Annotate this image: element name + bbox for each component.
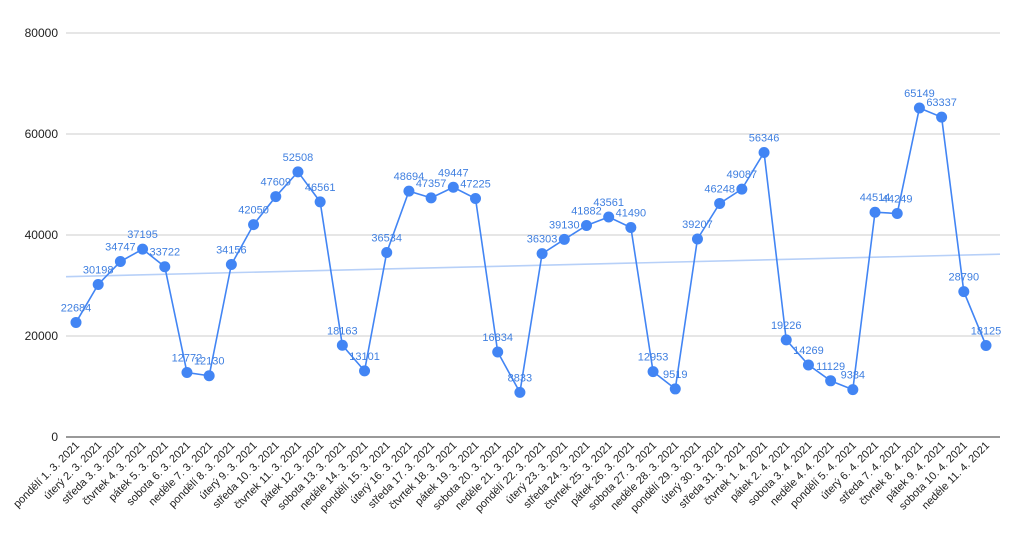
- data-point: [447, 181, 459, 193]
- data-label: 12953: [638, 352, 669, 364]
- data-label: 49447: [438, 167, 469, 179]
- data-label: 34747: [105, 242, 136, 254]
- data-point: [913, 102, 925, 114]
- data-point: [114, 256, 126, 268]
- data-label: 56346: [749, 132, 780, 144]
- gridlines: [66, 32, 1000, 438]
- data-label: 39207: [682, 219, 713, 231]
- data-label: 44514: [860, 192, 891, 204]
- series-layer: [75, 106, 987, 395]
- data-label: 8833: [508, 372, 532, 384]
- data-label: 13101: [349, 351, 380, 363]
- data-point: [580, 219, 592, 231]
- data-point: [92, 279, 104, 291]
- data-point: [381, 247, 393, 259]
- data-label: 34156: [216, 245, 247, 257]
- data-point: [70, 316, 82, 328]
- data-point: [714, 197, 726, 209]
- data-point: [336, 339, 348, 351]
- data-point: [780, 334, 792, 346]
- data-label: 46561: [305, 182, 336, 194]
- data-point: [647, 366, 659, 378]
- data-label: 41882: [571, 205, 602, 217]
- data-point: [514, 386, 526, 398]
- data-point: [292, 166, 304, 178]
- data-point: [669, 383, 681, 395]
- data-label: 48694: [394, 171, 425, 183]
- data-label: 47225: [460, 179, 491, 191]
- y-tick-label: 40000: [25, 228, 59, 242]
- data-label: 18163: [327, 325, 358, 337]
- data-label: 44249: [882, 194, 913, 206]
- data-point: [203, 370, 215, 382]
- data-point: [558, 233, 570, 245]
- data-point: [425, 192, 437, 204]
- data-label: 36534: [371, 233, 402, 245]
- data-point: [225, 259, 237, 271]
- data-point: [691, 233, 703, 245]
- data-label: 33722: [149, 247, 180, 259]
- data-label: 22684: [61, 302, 92, 314]
- data-label: 9384: [841, 370, 865, 382]
- y-axis-ticks: 0 20000 40000 60000 80000: [25, 26, 59, 444]
- data-point: [536, 248, 548, 260]
- trendline: [65, 253, 1001, 278]
- data-label: 42050: [238, 205, 269, 217]
- data-point: [270, 191, 282, 203]
- data-point: [736, 183, 748, 195]
- data-point: [314, 196, 326, 208]
- data-label: 36303: [527, 234, 558, 246]
- data-point: [625, 221, 637, 233]
- data-point: [603, 211, 615, 223]
- y-tick-label: 80000: [25, 26, 59, 40]
- data-label: 47357: [416, 178, 447, 190]
- data-label: 65149: [904, 88, 935, 100]
- data-point: [181, 367, 193, 379]
- data-label: 11129: [816, 361, 845, 373]
- trendline-layer: [65, 253, 1001, 278]
- data-point: [248, 219, 260, 231]
- data-label: 63337: [926, 97, 957, 109]
- y-tick-label: 20000: [25, 329, 59, 343]
- data-point: [802, 359, 814, 371]
- y-tick-label: 0: [51, 430, 58, 444]
- data-point: [936, 111, 948, 123]
- data-label: 41490: [616, 207, 647, 219]
- data-label: 39130: [549, 219, 580, 231]
- data-label: 28790: [949, 272, 980, 284]
- data-label: 14269: [793, 345, 824, 357]
- data-label: 18125: [971, 325, 1002, 337]
- data-point: [958, 286, 970, 298]
- series-line: [75, 106, 987, 395]
- data-point: [869, 206, 881, 218]
- data-point: [159, 261, 171, 273]
- data-label: 47609: [260, 177, 291, 189]
- data-label: 12130: [194, 356, 225, 368]
- data-points: [70, 102, 992, 398]
- data-point: [847, 384, 859, 396]
- data-label: 46248: [704, 183, 735, 195]
- data-label: 37195: [127, 229, 158, 241]
- y-tick-label: 60000: [25, 127, 59, 141]
- data-point: [492, 346, 504, 358]
- data-point: [891, 208, 903, 220]
- data-label: 49087: [727, 169, 758, 181]
- data-point: [470, 193, 482, 205]
- data-point: [359, 365, 371, 377]
- data-label: 43561: [593, 197, 624, 209]
- data-label: 12772: [172, 353, 203, 365]
- data-point: [758, 146, 770, 158]
- data-label: 19226: [771, 320, 802, 332]
- data-point: [137, 243, 149, 255]
- data-label: 9519: [663, 369, 687, 381]
- data-label: 16834: [482, 332, 513, 344]
- data-label: 52508: [283, 152, 314, 164]
- data-point: [403, 185, 415, 197]
- data-point: [825, 375, 837, 387]
- data-label: 30198: [83, 265, 114, 277]
- data-point: [980, 339, 992, 351]
